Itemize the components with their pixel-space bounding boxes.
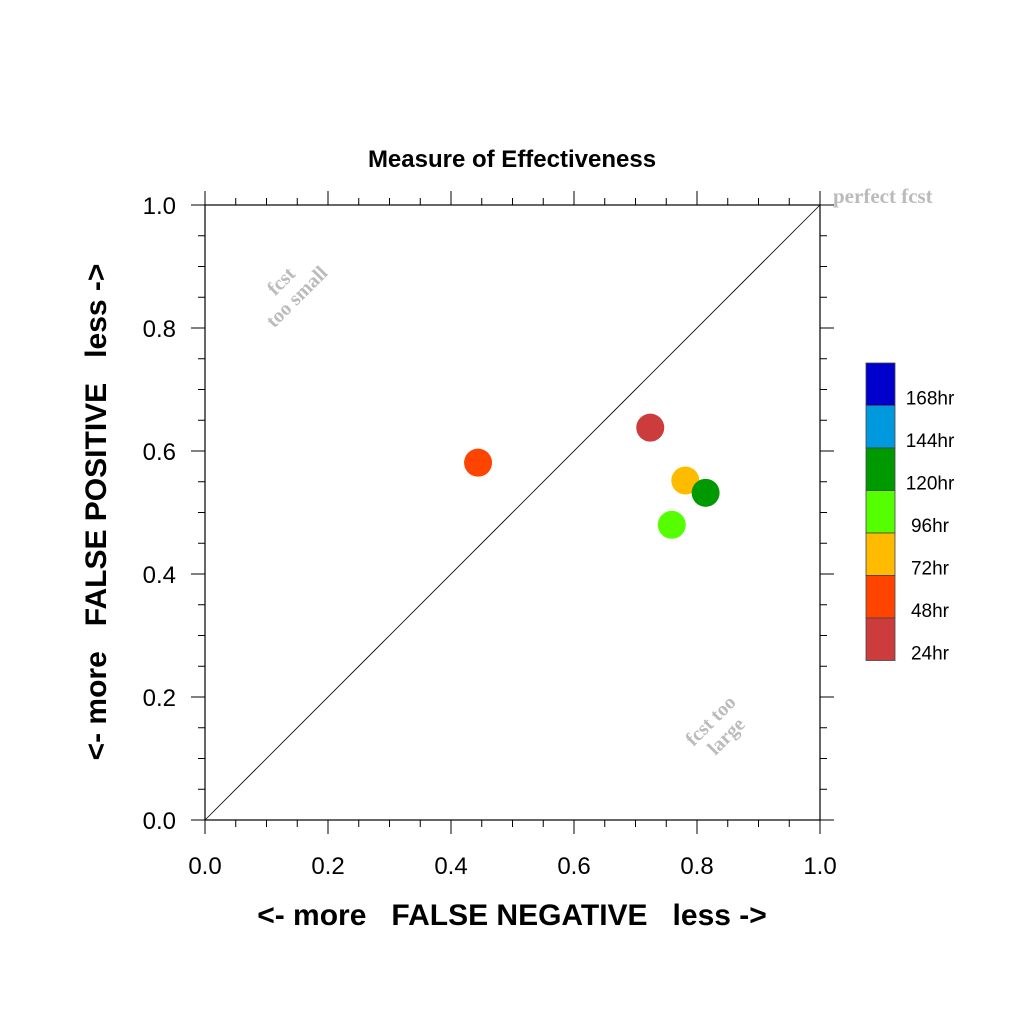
y-tick-label: 0.4 <box>143 562 176 589</box>
legend-swatch <box>865 447 896 491</box>
x-tick-label: 0.4 <box>434 853 467 880</box>
data-point <box>691 478 720 507</box>
data-point <box>657 510 686 539</box>
y-tick-label: 0.6 <box>143 439 176 466</box>
legend-swatch <box>865 405 896 449</box>
x-axis-label: <- more FALSE NEGATIVE less -> <box>257 899 767 932</box>
data-point <box>464 448 493 477</box>
reference-diagonal <box>204 204 821 821</box>
legend-swatch <box>865 532 896 576</box>
legend-label: 120hr <box>906 473 955 494</box>
legend-swatch <box>865 575 896 619</box>
y-tick-label: 1.0 <box>143 193 176 220</box>
data-point <box>671 466 700 495</box>
annotation-too-small-line2: too small <box>262 262 332 332</box>
annotation-perfect-fcst: perfect fcst <box>833 184 933 208</box>
legend-label: 96hr <box>911 516 950 537</box>
legend-label: 48hr <box>911 601 950 622</box>
x-tick-label: 0.6 <box>557 853 590 880</box>
y-tick-labels: 0.0 0.2 0.4 0.6 0.8 1.0 <box>143 193 176 835</box>
chart-title: Measure of Effectiveness <box>368 146 656 173</box>
legend-label: 24hr <box>911 643 950 664</box>
legend-swatch <box>865 490 896 534</box>
y-tick-label: 0.8 <box>143 316 176 343</box>
x-tick-label: 1.0 <box>803 853 836 880</box>
tick-marks <box>191 191 834 834</box>
x-tick-label: 0.0 <box>188 853 221 880</box>
legend-label: 144hr <box>906 431 955 452</box>
annotation-fcst-too-small: fcst too small <box>262 262 332 332</box>
legend-swatch <box>865 617 896 661</box>
y-tick-label: 0.0 <box>143 808 176 835</box>
legend-swatch <box>865 362 896 406</box>
legend-label: 72hr <box>911 558 950 579</box>
annotation-fcst-too-large: fcst too large <box>681 691 749 759</box>
data-points <box>464 413 720 539</box>
x-tick-labels: 0.0 0.2 0.4 0.6 0.8 1.0 <box>188 853 836 880</box>
data-point <box>636 413 665 442</box>
legend: 168hr 144hr 120hr 96hr 72hr 48hr 24hr <box>865 362 955 664</box>
x-tick-label: 0.8 <box>680 853 713 880</box>
y-axis-label: <- more FALSE POSITIVE less -> <box>80 264 113 761</box>
x-tick-label: 0.2 <box>311 853 344 880</box>
legend-label: 168hr <box>906 388 955 409</box>
y-tick-label: 0.2 <box>143 685 176 712</box>
